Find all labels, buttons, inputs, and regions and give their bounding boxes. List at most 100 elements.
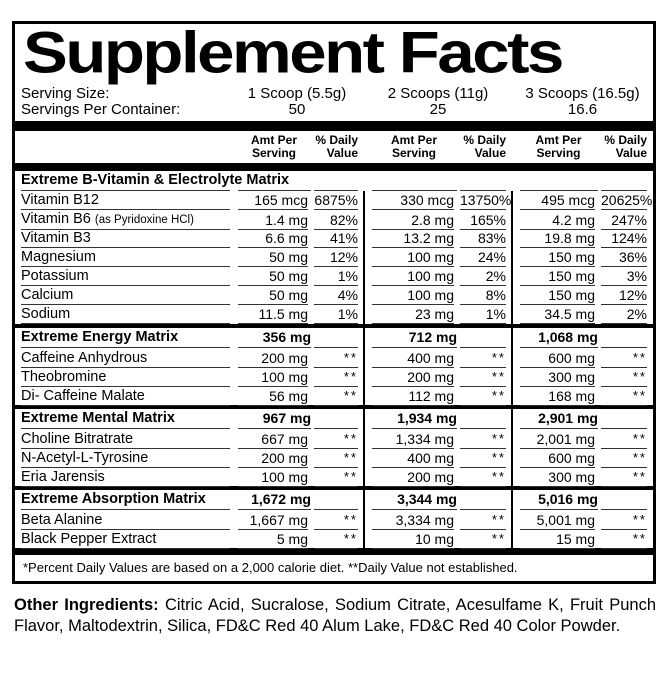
- pct-cell-1: 12%: [314, 248, 358, 267]
- section-pct-2: [460, 509, 506, 510]
- column-divider-line: [511, 191, 513, 548]
- ingredient-row: Sodium 11.5 mg 1% 23 mg 1% 34.5 mg 2%: [21, 305, 647, 324]
- amt-cell-2: 400 mg: [372, 349, 454, 368]
- ingredient-row: Di- Caffeine Malate 56 mg ** 112 mg ** 168 mg…: [21, 386, 647, 406]
- dv-not-established-stars: **: [343, 369, 358, 384]
- ingredient-name: Potassium: [21, 267, 230, 286]
- amt-cell-1: 50 mg: [238, 286, 308, 305]
- pct-cell-3: 36%: [601, 248, 647, 267]
- amt-cell-2: 23 mg: [372, 305, 454, 324]
- pct-cell-3: 124%: [601, 229, 647, 248]
- pct-cell-2: 83%: [460, 229, 506, 248]
- amt-cell-1: 165 mcg: [238, 191, 308, 210]
- section-amt-3: 5,016 mg: [520, 490, 598, 510]
- pct-cell-1: **: [314, 529, 358, 549]
- pct-cell-2: 13750%: [460, 192, 512, 210]
- pct-cell-3: **: [601, 529, 647, 549]
- ingredient-name: Choline Bitratrate: [21, 430, 230, 449]
- ingredient-row: Vitamin B12 165 mcg 6875% 330 mcg 13750% 495 …: [21, 191, 653, 210]
- serving-size-label: Serving Size:: [21, 85, 110, 102]
- section-divider-bar: [15, 486, 653, 490]
- dv-not-established-stars: **: [343, 469, 358, 484]
- section-pct-3: [601, 509, 647, 510]
- amt-cell-1: 50 mg: [238, 267, 308, 286]
- section-pct-2: [460, 347, 506, 348]
- amt-cell-1: 667 mg: [238, 430, 308, 449]
- section-amt-1: 967 mg: [238, 409, 311, 429]
- section-amt-2: 1,934 mg: [372, 409, 457, 429]
- ingredient-name: N-Acetyl-L-Tyrosine: [21, 449, 230, 468]
- header-gap: [358, 134, 370, 160]
- pct-cell-3: 20625%: [601, 192, 653, 210]
- dv-not-established-stars: **: [343, 450, 358, 465]
- section-pct-3: [601, 190, 647, 191]
- ingredient-name: Sodium: [21, 305, 230, 324]
- pct-cell-2: **: [460, 367, 506, 387]
- section-amt-2: 3,344 mg: [372, 490, 457, 510]
- dv-not-established-stars: **: [632, 369, 647, 384]
- ingredient-name: Vitamin B6: [21, 211, 95, 227]
- ingredient-name: Calcium: [21, 286, 230, 305]
- dv-not-established-stars: **: [632, 350, 647, 365]
- daily-value-header-2: % Daily Value: [463, 133, 506, 160]
- dv-not-established-stars: **: [632, 388, 647, 403]
- amt-cell-2: 200 mg: [372, 368, 454, 387]
- ingredient-name: Black Pepper Extract: [21, 530, 230, 549]
- ingredient-row: Choline Bitratrate 667 mg ** 1,334 mg ** 2,00…: [21, 429, 647, 449]
- pct-cell-1: **: [314, 386, 358, 406]
- amt-cell-2: 2.8 mg: [372, 211, 454, 230]
- serving-size-scoop1: 1 Scoop (5.5g): [247, 85, 347, 102]
- supplement-facts-panel: Supplement Facts Serving Size: 1 Scoop (…: [12, 21, 656, 584]
- section-amt-3: 2,901 mg: [520, 409, 598, 429]
- amt-cell-2: 10 mg: [372, 530, 454, 549]
- dv-not-established-stars: **: [632, 531, 647, 546]
- other-ingredients-text: Citric Acid, Sucralose, Sodium Citrate, …: [14, 596, 656, 635]
- section-name: Extreme Mental Matrix: [21, 409, 230, 429]
- amt-cell-2: 330 mcg: [372, 191, 454, 210]
- pct-cell-3: 12%: [601, 286, 647, 305]
- dv-not-established-stars: **: [632, 512, 647, 527]
- amt-cell-3: 5,001 mg: [520, 511, 595, 530]
- pct-cell-2: **: [460, 348, 506, 368]
- amt-per-serving-header-3: Amt Per Serving: [535, 133, 582, 160]
- other-ingredients-label: Other Ingredients:: [14, 596, 159, 614]
- ingredient-name-note: (as Pyridoxine HCl): [94, 214, 194, 226]
- ingredient-row: Magnesium 50 mg 12% 100 mg 24% 150 mg 36%: [21, 248, 647, 267]
- amt-cell-2: 100 mg: [372, 267, 454, 286]
- pct-cell-2: **: [460, 429, 506, 449]
- section-header-row: Extreme Absorption Matrix 1,672 mg 3,344 m…: [21, 490, 647, 510]
- section-amt-1: [238, 190, 311, 191]
- amt-cell-1: 50 mg: [238, 248, 308, 267]
- pct-cell-2: 2%: [460, 267, 506, 286]
- pct-cell-1: **: [314, 467, 358, 487]
- ingredient-row: Theobromine 100 mg ** 200 mg ** 300 mg **: [21, 367, 647, 387]
- ingredient-row: Black Pepper Extract 5 mg ** 10 mg ** 15 mg **: [21, 529, 647, 549]
- pct-cell-3: 3%: [601, 267, 647, 286]
- pct-cell-3: 247%: [601, 211, 647, 230]
- servings-per-container-label: Servings Per Container:: [21, 101, 181, 118]
- section-pct-1: [314, 509, 358, 510]
- amt-cell-3: 150 mg: [520, 286, 595, 305]
- amt-cell-1: 1,667 mg: [238, 511, 308, 530]
- pct-cell-2: 165%: [460, 211, 506, 230]
- pct-cell-1: 41%: [314, 229, 358, 248]
- ingredient-row: Eria Jarensis 100 mg ** 200 mg ** 300 mg **: [21, 467, 647, 487]
- dv-not-established-stars: **: [491, 512, 506, 527]
- ingredient-row: Caffeine Anhydrous 200 mg ** 400 mg ** 600 mg…: [21, 348, 647, 368]
- dv-not-established-stars: **: [491, 350, 506, 365]
- dv-not-established-stars: **: [491, 531, 506, 546]
- ingredient-row: Beta Alanine 1,667 mg ** 3,334 mg ** 5,001 mg…: [21, 510, 647, 530]
- amt-cell-1: 11.5 mg: [238, 305, 308, 324]
- pct-cell-2: **: [460, 510, 506, 530]
- ingredient-row: Calcium 50 mg 4% 100 mg 8% 150 mg 12%: [21, 286, 647, 305]
- pct-cell-2: 1%: [460, 305, 506, 324]
- dv-not-established-stars: **: [343, 388, 358, 403]
- amt-cell-3: 19.8 mg: [520, 229, 595, 248]
- section-pct-3: [601, 428, 647, 429]
- amt-cell-2: 1,334 mg: [372, 430, 454, 449]
- amt-cell-3: 600 mg: [520, 349, 595, 368]
- section-name: Extreme Absorption Matrix: [21, 490, 230, 510]
- section-pct-1: [314, 428, 358, 429]
- daily-value-footnote: *Percent Daily Values are based on a 2,0…: [23, 560, 518, 575]
- serving-size-row: Serving Size: 1 Scoop (5.5g) 2 Scoops (1…: [21, 86, 647, 102]
